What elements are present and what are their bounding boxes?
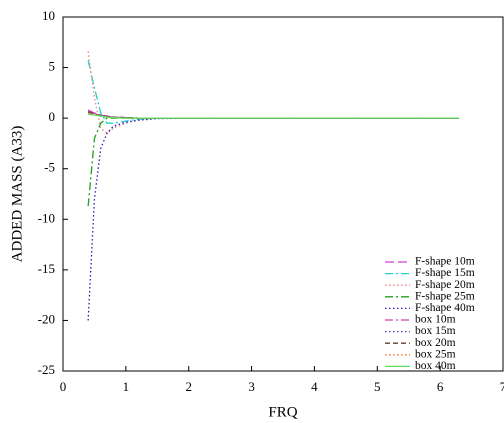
x-tick-label: 3 <box>248 379 255 394</box>
x-axis-label: FRQ <box>268 404 297 420</box>
x-tick-label: 5 <box>374 379 381 394</box>
x-tick-label: 6 <box>437 379 444 394</box>
series-line <box>88 113 459 119</box>
legend-label: box 15m <box>415 325 456 337</box>
legend-label: box 25m <box>415 348 456 360</box>
legend-label: box 20m <box>415 337 456 349</box>
series-line <box>87 111 459 119</box>
series-line <box>87 112 459 119</box>
y-tick-label: 5 <box>49 59 56 74</box>
series-line <box>87 111 459 119</box>
legend-label: F-shape 25m <box>415 290 475 302</box>
x-tick-label: 1 <box>123 379 130 394</box>
legend-label: F-shape 10m <box>415 256 475 268</box>
legend-label: F-shape 15m <box>415 267 475 279</box>
y-tick-label: 0 <box>49 109 56 124</box>
legend-label: F-shape 40m <box>415 302 475 314</box>
legend-label: F-shape 20m <box>415 279 475 291</box>
x-tick-label: 0 <box>60 379 67 394</box>
legend-label: box 40m <box>415 360 456 372</box>
legend-label: box 10m <box>415 314 456 326</box>
series-line <box>87 51 459 135</box>
y-tick-label: -10 <box>38 210 55 225</box>
y-axis-label: ADDED MASS (A33) <box>9 126 25 263</box>
x-tick-label: 2 <box>185 379 192 394</box>
y-tick-label: -5 <box>44 160 55 175</box>
x-tick-label: 4 <box>311 379 318 394</box>
y-tick-label: -15 <box>38 261 55 276</box>
series-line <box>87 117 459 207</box>
series-line <box>87 110 459 119</box>
x-tick-label: 7 <box>500 379 504 394</box>
y-tick-label: 10 <box>42 8 55 23</box>
series-line <box>87 117 459 321</box>
plot-frame <box>62 16 504 372</box>
y-tick-label: -20 <box>38 311 55 326</box>
series-line <box>87 109 459 119</box>
y-tick-label: -25 <box>38 362 55 377</box>
series-line <box>87 60 459 124</box>
